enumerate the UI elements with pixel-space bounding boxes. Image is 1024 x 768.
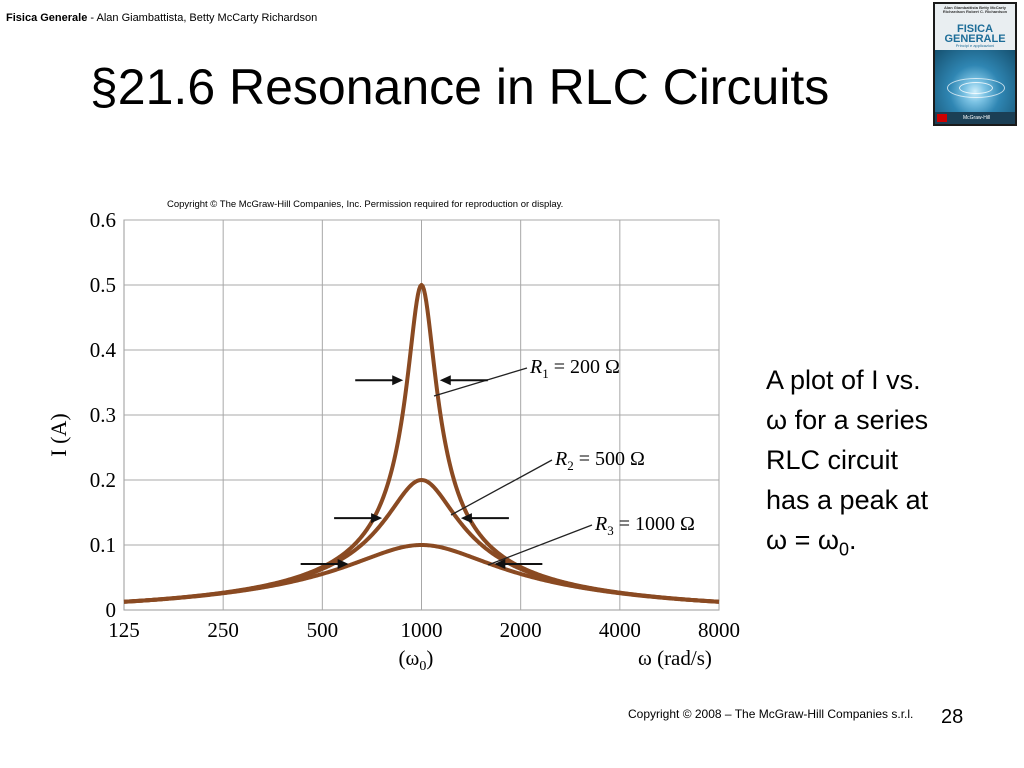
- figure-copyright: Copyright © The McGraw-Hill Companies, I…: [167, 199, 563, 210]
- slide-header: Fisica Generale - Alan Giambattista, Bet…: [6, 12, 317, 24]
- series-label-r2: R2 = 500 Ω: [554, 448, 645, 473]
- leader-line-r2: [450, 459, 553, 516]
- y-tick-label: 0.1: [90, 533, 116, 557]
- cover-bottom-band: [935, 112, 1015, 124]
- halfwidth-arrow-right-r1-head: [439, 375, 451, 386]
- cover-top-band: [935, 4, 1015, 50]
- page-number: 28: [941, 706, 964, 728]
- y-tick-label: 0.5: [90, 273, 116, 297]
- description-subscript: 0: [838, 539, 849, 560]
- x-center-label: (ω0): [399, 646, 434, 674]
- leader-line-r1: [433, 367, 528, 397]
- leader-line-r3: [487, 524, 593, 566]
- chart-annotations: R1 = 200 Ω R2 = 500 Ω R3 = 1000 Ω: [300, 356, 695, 570]
- chart-svg: Copyright © The McGraw-Hill Companies, I…: [46, 199, 740, 674]
- slide-description: A plot of I vs. ω for a series RLC circu…: [766, 360, 1006, 569]
- description-line: ω for a series: [766, 405, 929, 435]
- cover-title-line1: FISICA: [956, 23, 994, 35]
- series-label-r3: R3 = 1000 Ω: [594, 513, 695, 538]
- y-tick-label: 0: [106, 598, 117, 622]
- chart-curves: [123, 283, 720, 604]
- book-cover-image: Alan Giambattista Betty McCarty Richards…: [933, 2, 1017, 126]
- description-end: .: [848, 525, 857, 555]
- resonance-curve-r3: [123, 543, 720, 604]
- x-tick-label: 4000: [599, 618, 641, 642]
- description-line: has a peak at: [766, 485, 929, 515]
- book-title: Fisica Generale: [6, 12, 88, 24]
- x-tick-label: 500: [307, 618, 339, 642]
- series-label-r1: R1 = 200 Ω: [529, 356, 620, 381]
- x-axis-label: ω (rad/s): [638, 646, 712, 670]
- halfwidth-arrow-left-r1-head: [392, 375, 404, 386]
- footer-copyright: Copyright © 2008 – The McGraw-Hill Compa…: [628, 707, 914, 721]
- halfwidth-arrow-left-r3-head: [337, 559, 349, 570]
- cover-title: FISICA GENERALE: [935, 23, 1015, 45]
- halfwidth-arrow-left-r2-head: [371, 513, 383, 524]
- description-line: ω = ω0.: [766, 520, 1006, 569]
- halfwidth-arrow-right-r3-head: [494, 559, 506, 570]
- y-tick-label: 0.4: [90, 338, 117, 362]
- x-tick-label: 2000: [500, 618, 542, 642]
- y-axis-label: I (A): [46, 413, 71, 456]
- water-ripple: [959, 82, 993, 94]
- y-tick-label: 0.3: [90, 403, 116, 427]
- slide-title: §21.6 Resonance in RLC Circuits: [90, 59, 830, 115]
- description-line: RLC circuit: [766, 445, 899, 475]
- cover-authors: Alan Giambattista Betty McCarty Richards…: [942, 5, 1008, 14]
- cover-subtitle: Principi e applicazioni: [955, 43, 995, 48]
- x-tick-label: 250: [207, 618, 239, 642]
- y-tick-label: 0.6: [90, 208, 116, 232]
- x-tick-label: 1000: [401, 618, 443, 642]
- chart-grid: [123, 219, 720, 611]
- description-line: A plot of I vs.: [766, 365, 921, 395]
- cover-publisher: McGraw-Hill: [963, 115, 991, 121]
- y-tick-label: 0.2: [90, 468, 116, 492]
- description-equation: ω = ω: [766, 525, 839, 555]
- book-authors: - Alan Giambattista, Betty McCarty Richa…: [87, 12, 318, 24]
- cover-title-line2: GENERALE: [944, 33, 1006, 45]
- chart-axes: 0 0.1 0.2 0.3 0.4 0.5 0.6 125 250 500 1000 2000 4000…: [46, 208, 740, 674]
- x-tick-label: 8000: [698, 618, 740, 642]
- resonance-chart: Copyright © The McGraw-Hill Companies, I…: [20, 190, 740, 675]
- x-tick-label: 125: [108, 618, 140, 642]
- water-ripple: [947, 78, 1005, 98]
- halfwidth-arrow-right-r2-head: [460, 513, 472, 524]
- publisher-logo-icon: [937, 114, 947, 122]
